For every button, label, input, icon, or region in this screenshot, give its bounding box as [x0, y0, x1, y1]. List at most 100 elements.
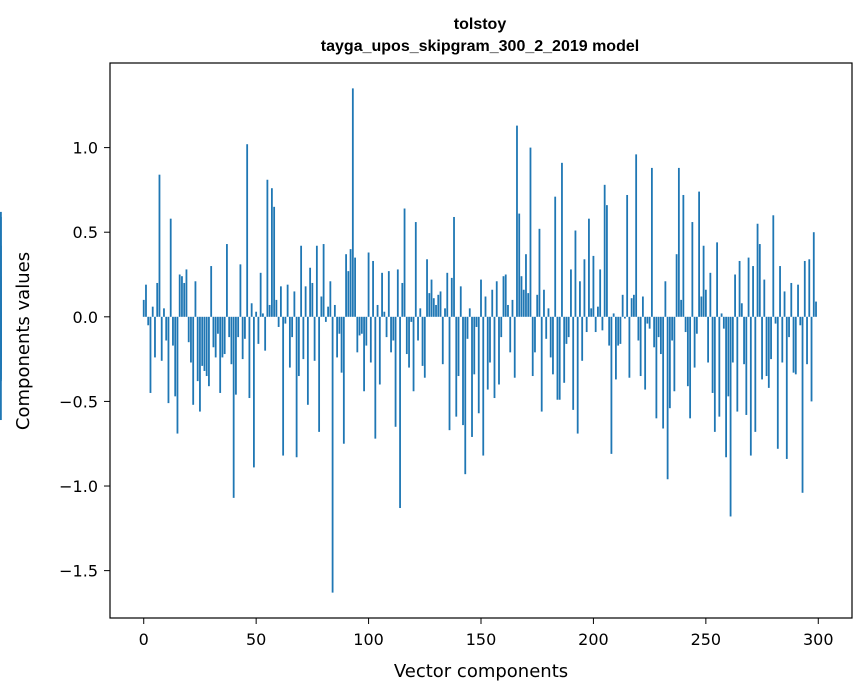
bar: [210, 266, 213, 317]
bar: [682, 194, 685, 317]
bar: [235, 316, 237, 395]
bar: [329, 281, 332, 317]
bar: [374, 316, 377, 439]
x-tick-label: 300: [803, 630, 834, 649]
bar: [597, 306, 599, 317]
bar: [475, 316, 478, 327]
chart-subtitle: tayga_upos_skipgram_300_2_2019 model: [321, 38, 639, 55]
bar: [698, 191, 700, 317]
bar: [686, 316, 689, 387]
bar: [619, 316, 622, 344]
bar: [232, 316, 235, 498]
bar: [237, 316, 240, 338]
bar: [743, 316, 745, 365]
bar: [396, 269, 399, 317]
bar: [812, 232, 815, 317]
bar: [513, 316, 516, 378]
bar: [275, 299, 278, 317]
bar: [385, 316, 388, 338]
bar: [345, 254, 347, 317]
bar: [610, 316, 613, 454]
bar: [680, 299, 683, 317]
bar: [540, 316, 543, 412]
bar: [259, 272, 262, 317]
bar: [183, 282, 186, 317]
bar: [691, 222, 694, 317]
bar: [394, 316, 397, 427]
bar: [547, 308, 550, 317]
bar: [630, 298, 633, 317]
bar: [219, 316, 222, 393]
bar: [529, 147, 532, 317]
bar: [628, 316, 631, 378]
y-tick-label: 1.0: [73, 139, 98, 158]
bar: [734, 274, 736, 317]
bar: [747, 257, 750, 317]
x-tick-label: 200: [578, 630, 609, 649]
bar: [516, 125, 518, 317]
bar: [165, 316, 168, 341]
bar: [221, 316, 224, 358]
bar: [457, 316, 460, 377]
bar: [653, 316, 656, 348]
bar: [376, 304, 379, 317]
bar: [525, 254, 527, 317]
bar: [637, 316, 640, 341]
bar: [201, 316, 204, 366]
bar: [617, 316, 620, 346]
x-axis: 0 50 100 150 200 250 300: [139, 618, 834, 649]
bar: [752, 266, 754, 317]
bar: [761, 316, 763, 380]
bar: [286, 284, 289, 317]
bar: [248, 316, 251, 399]
bar: [482, 316, 485, 456]
bar: [815, 301, 817, 317]
bar: [770, 316, 772, 360]
bar: [509, 316, 512, 353]
bar: [716, 242, 718, 317]
bar: [500, 316, 503, 338]
y-tick-label: −1.0: [59, 477, 98, 496]
bar: [563, 316, 566, 383]
bar: [378, 316, 381, 385]
bar: [704, 289, 707, 317]
bar: [502, 276, 505, 317]
bar: [145, 284, 147, 317]
bar: [205, 316, 208, 377]
y-tick-label: −0.5: [59, 392, 98, 411]
bar: [518, 213, 521, 317]
bar: [633, 294, 635, 317]
bar: [169, 218, 172, 317]
bar: [788, 316, 790, 338]
bar: [765, 316, 768, 377]
bar: [668, 316, 671, 409]
bar: [354, 257, 356, 317]
bar: [331, 316, 334, 593]
bar: [203, 316, 206, 371]
bar: [399, 316, 401, 509]
bar: [624, 316, 626, 319]
bar: [599, 269, 602, 317]
bar: [538, 228, 541, 317]
bar: [167, 316, 170, 404]
bar: [387, 271, 390, 317]
bar: [570, 269, 572, 317]
bar: [585, 316, 588, 333]
bar: [615, 316, 617, 380]
bar: [342, 316, 345, 444]
bar: [552, 316, 554, 375]
bar: [156, 282, 159, 317]
bar: [262, 313, 264, 317]
bar: [255, 311, 258, 317]
bar: [417, 316, 419, 341]
bar: [572, 316, 575, 410]
x-tick-label: 50: [246, 630, 266, 649]
bar: [659, 316, 662, 355]
bar: [419, 308, 422, 317]
bar: [790, 282, 793, 317]
bar: [313, 316, 316, 361]
bar: [253, 316, 255, 468]
bar: [297, 316, 300, 377]
bar: [498, 316, 500, 385]
bar: [322, 244, 325, 317]
